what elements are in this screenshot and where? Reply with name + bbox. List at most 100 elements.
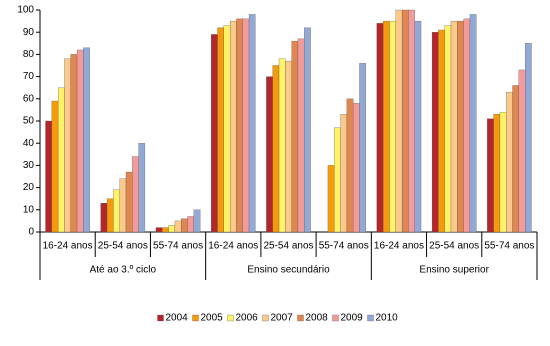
bar — [401, 9, 409, 233]
legend-swatch — [227, 314, 234, 322]
bar — [376, 23, 384, 233]
bar — [450, 20, 458, 233]
legend-label: 2005 — [201, 313, 224, 324]
y-tick-label: 70 — [23, 71, 35, 82]
bar — [106, 198, 114, 233]
bar — [70, 54, 78, 233]
bar — [487, 118, 494, 233]
x-tick-label: 16-24 anos — [208, 241, 258, 252]
bar — [506, 91, 513, 233]
bar — [76, 49, 84, 233]
legend-swatch — [157, 314, 164, 322]
bar — [359, 63, 366, 233]
y-tick-label: 90 — [23, 27, 35, 38]
bar — [229, 20, 237, 233]
bar — [353, 103, 360, 233]
y-tick-label: 60 — [23, 93, 35, 104]
bar — [57, 87, 65, 233]
bar — [168, 225, 176, 233]
bar — [395, 9, 403, 233]
bar — [162, 227, 169, 233]
bar — [236, 18, 243, 233]
x-tick-label: 55-74 anos — [484, 241, 534, 252]
bar — [155, 227, 163, 233]
bar — [211, 34, 218, 233]
x-tick-label: 25-54 anos — [98, 241, 148, 252]
bar — [334, 127, 341, 233]
bar — [45, 120, 52, 233]
x-tick-label: 25-54 anos — [263, 241, 313, 252]
bar — [64, 58, 71, 233]
y-tick-label: 10 — [23, 204, 35, 215]
x-tick-label: 55-74 anos — [319, 241, 369, 252]
legend-swatch — [262, 314, 269, 322]
bar — [408, 9, 415, 233]
bar — [383, 20, 390, 233]
bar — [125, 171, 133, 233]
x-tick-label: 16-24 anos — [43, 241, 93, 252]
bar — [193, 209, 201, 233]
bar — [132, 156, 139, 233]
y-tick-label: 50 — [23, 116, 35, 127]
bar — [525, 43, 532, 233]
legend-label: 2004 — [166, 313, 189, 324]
group-label: Ensino superior — [419, 265, 489, 276]
bar — [297, 38, 305, 233]
x-tick-label: 55-74 anos — [153, 241, 203, 252]
legend-label: 2010 — [376, 313, 399, 324]
bar — [444, 25, 452, 233]
bar — [138, 143, 146, 233]
bar — [113, 189, 120, 233]
y-tick-label: 80 — [23, 49, 35, 60]
group-label: Ensino secundário — [247, 265, 330, 276]
bar — [346, 98, 354, 233]
bar — [327, 165, 335, 233]
bar — [119, 178, 127, 233]
legend-swatch — [192, 314, 199, 322]
bar — [223, 25, 231, 233]
bar — [174, 220, 182, 233]
y-tick-label: 30 — [23, 160, 35, 171]
bar — [83, 47, 90, 233]
bar — [457, 20, 464, 233]
legend-swatch — [332, 314, 339, 322]
bar — [512, 85, 520, 233]
bar — [272, 65, 280, 233]
bar — [463, 18, 471, 233]
bar — [389, 20, 396, 233]
bar — [291, 40, 299, 233]
y-tick-label: 20 — [23, 182, 35, 193]
legend-label: 2007 — [271, 313, 294, 324]
bar — [100, 202, 108, 233]
legend-label: 2009 — [341, 313, 364, 324]
bar — [187, 216, 194, 233]
bar — [266, 76, 273, 233]
bar — [51, 100, 59, 233]
bar — [285, 60, 292, 233]
x-tick-label: 16-24 anos — [374, 241, 424, 252]
y-tick-label: 0 — [28, 227, 34, 238]
y-tick-label: 40 — [23, 138, 35, 149]
bar — [278, 58, 286, 233]
bar — [469, 14, 477, 233]
legend-swatch — [297, 314, 304, 322]
x-tick-label: 25-54 anos — [429, 241, 479, 252]
legend-label: 2006 — [236, 313, 259, 324]
bar — [414, 20, 422, 233]
bar — [493, 114, 501, 233]
bar — [217, 27, 224, 233]
legend-swatch — [367, 314, 374, 322]
bar — [499, 111, 507, 233]
bar — [248, 14, 256, 233]
bar — [438, 29, 445, 233]
bar — [181, 218, 188, 233]
legend-label: 2008 — [306, 313, 329, 324]
y-tick-label: 100 — [17, 5, 34, 16]
bar — [518, 69, 526, 233]
group-label: Até ao 3.º ciclo — [90, 265, 157, 276]
bar — [304, 27, 311, 233]
bar — [242, 18, 250, 233]
bar — [431, 32, 439, 233]
bar — [340, 114, 348, 233]
